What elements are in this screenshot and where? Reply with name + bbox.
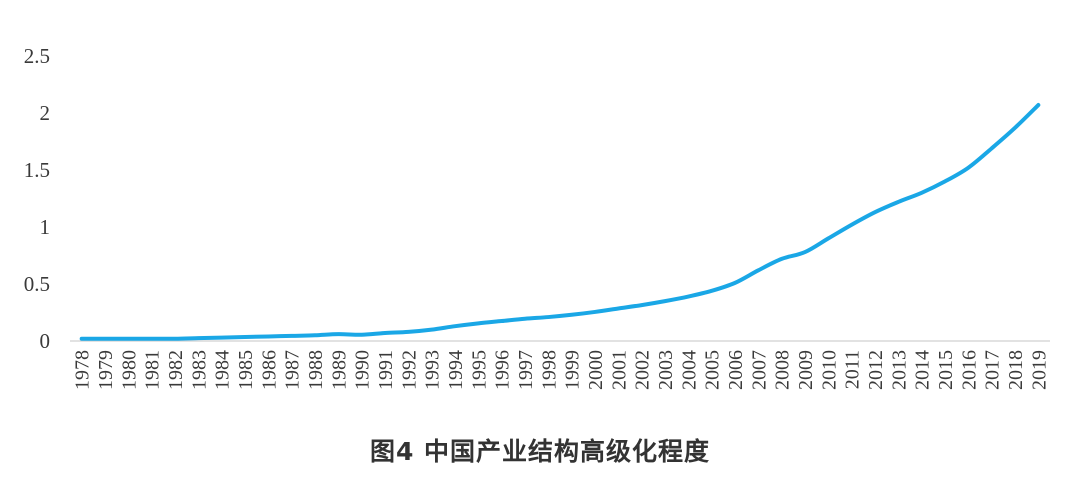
y-tick-label: 1.5 bbox=[24, 158, 50, 182]
y-tick-label: 0 bbox=[40, 329, 51, 353]
x-tick-label: 1993 bbox=[422, 350, 444, 390]
x-tick-label: 2019 bbox=[1028, 350, 1050, 390]
x-tick-label: 2010 bbox=[818, 350, 840, 390]
x-tick-label: 2018 bbox=[1005, 350, 1027, 390]
x-tick-label: 1984 bbox=[212, 350, 234, 390]
y-axis-ticks: 0 0.5 1 1.5 2 2.5 bbox=[24, 44, 50, 353]
x-tick-label: 2015 bbox=[935, 350, 957, 390]
x-tick-label: 1989 bbox=[328, 350, 350, 390]
x-tick-label: 2009 bbox=[795, 350, 817, 390]
x-tick-label: 1985 bbox=[235, 350, 257, 390]
x-tick-label: 1991 bbox=[375, 350, 397, 390]
x-tick-label: 1994 bbox=[445, 350, 467, 390]
x-tick-label: 1990 bbox=[352, 350, 374, 390]
x-tick-label: 2017 bbox=[982, 350, 1004, 390]
x-tick-label: 2003 bbox=[655, 350, 677, 390]
x-tick-label: 1999 bbox=[562, 350, 584, 390]
x-tick-label: 1997 bbox=[515, 350, 537, 390]
x-tick-label: 1980 bbox=[118, 350, 140, 390]
x-tick-label: 1992 bbox=[398, 350, 420, 390]
x-tick-label: 2013 bbox=[888, 350, 910, 390]
x-tick-label: 2008 bbox=[772, 350, 794, 390]
y-tick-label: 2.5 bbox=[24, 44, 50, 68]
x-tick-label: 2000 bbox=[585, 350, 607, 390]
x-tick-label: 1982 bbox=[165, 350, 187, 390]
x-tick-label: 1988 bbox=[305, 350, 327, 390]
x-tick-label: 1995 bbox=[468, 350, 490, 390]
x-tick-label: 2006 bbox=[725, 350, 747, 390]
x-tick-label: 2007 bbox=[748, 350, 770, 390]
x-tick-label: 2002 bbox=[632, 350, 654, 390]
figure-caption: 图4 中国产业结构高级化程度 bbox=[369, 437, 711, 466]
x-tick-label: 2011 bbox=[842, 350, 864, 389]
x-tick-label: 2016 bbox=[958, 350, 980, 390]
y-tick-label: 0.5 bbox=[24, 272, 50, 296]
x-tick-label: 1998 bbox=[538, 350, 560, 390]
x-tick-label: 2001 bbox=[608, 350, 630, 390]
series-line bbox=[79, 103, 1041, 341]
x-tick-label: 2004 bbox=[678, 350, 700, 390]
x-tick-label: 2005 bbox=[702, 350, 724, 390]
x-tick-label: 1987 bbox=[282, 350, 304, 390]
x-tick-label: 2014 bbox=[912, 350, 934, 390]
x-tick-label: 1996 bbox=[492, 350, 514, 390]
x-tick-label: 1981 bbox=[142, 350, 164, 390]
y-tick-label: 1 bbox=[40, 215, 51, 239]
y-tick-label: 2 bbox=[40, 101, 51, 125]
x-tick-label: 1979 bbox=[95, 350, 117, 390]
x-tick-label: 1983 bbox=[188, 350, 210, 390]
x-tick-label: 1986 bbox=[258, 350, 280, 390]
x-tick-label: 1978 bbox=[72, 350, 94, 390]
x-tick-label: 2012 bbox=[865, 350, 887, 390]
x-axis-ticks: 1978 1979 1980 1981 1982 1983 1984 1985 1986 1987… bbox=[72, 350, 1051, 390]
